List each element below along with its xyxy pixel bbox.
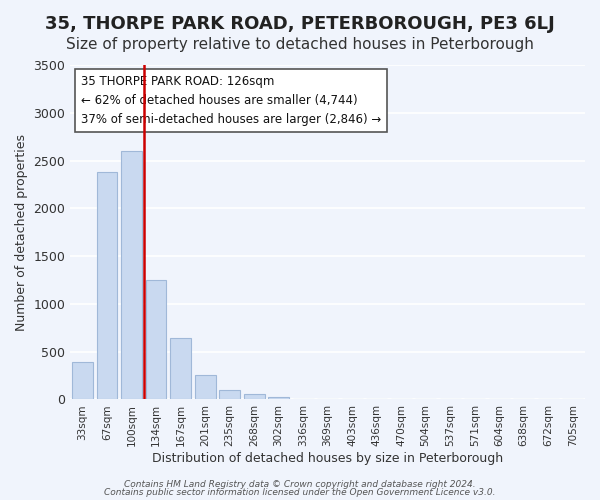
Bar xyxy=(219,390,240,400)
X-axis label: Distribution of detached houses by size in Peterborough: Distribution of detached houses by size … xyxy=(152,452,503,465)
Bar xyxy=(170,338,191,400)
Bar xyxy=(244,394,265,400)
Bar xyxy=(268,396,289,400)
Bar xyxy=(72,362,93,400)
Bar xyxy=(97,172,118,400)
Text: 35 THORPE PARK ROAD: 126sqm
← 62% of detached houses are smaller (4,744)
37% of : 35 THORPE PARK ROAD: 126sqm ← 62% of det… xyxy=(80,75,381,126)
Text: 35, THORPE PARK ROAD, PETERBOROUGH, PE3 6LJ: 35, THORPE PARK ROAD, PETERBOROUGH, PE3 … xyxy=(45,15,555,33)
Bar xyxy=(194,374,215,400)
Bar xyxy=(146,280,166,400)
Y-axis label: Number of detached properties: Number of detached properties xyxy=(15,134,28,330)
Bar xyxy=(121,151,142,400)
Text: Contains HM Land Registry data © Crown copyright and database right 2024.: Contains HM Land Registry data © Crown c… xyxy=(124,480,476,489)
Text: Size of property relative to detached houses in Peterborough: Size of property relative to detached ho… xyxy=(66,38,534,52)
Text: Contains public sector information licensed under the Open Government Licence v3: Contains public sector information licen… xyxy=(104,488,496,497)
